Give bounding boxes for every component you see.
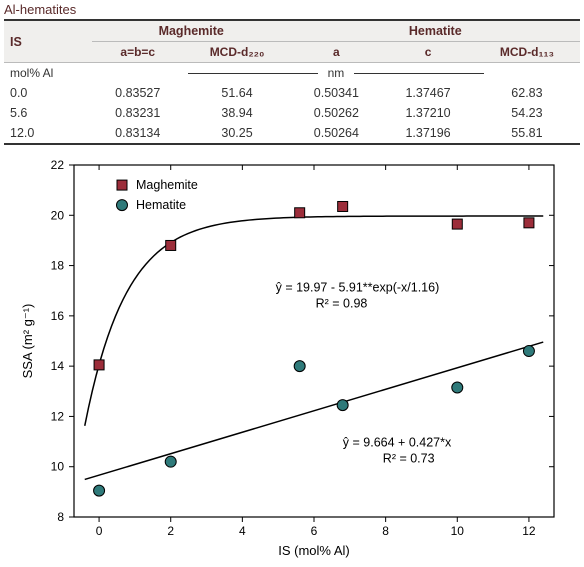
svg-text:ŷ = 19.97 - 5.91**exp(-x/1.16): ŷ = 19.97 - 5.91**exp(-x/1.16) [276, 281, 440, 295]
svg-text:2: 2 [167, 524, 174, 538]
table-body: mol% Al nm 0.00.8352751.640.503411.37467… [4, 63, 580, 145]
svg-text:18: 18 [51, 259, 65, 273]
col-group-hematite: Hematite [291, 20, 580, 42]
col-is: IS [4, 20, 92, 63]
col-h-mcd: MCD-d₁₁₃ [474, 42, 580, 63]
svg-text:SSA (m² g⁻¹): SSA (m² g⁻¹) [20, 304, 35, 379]
col-h-c: c [382, 42, 474, 63]
svg-text:20: 20 [51, 208, 65, 222]
table-row: 5.60.8323138.940.502621.3721054.23 [4, 103, 580, 123]
ssa-chart: 0 2 4 6 8 10 12 8 10 12 14 16 18 20 22 IS (mol% Al) SSA … [10, 151, 574, 559]
svg-text:Hematite: Hematite [136, 198, 186, 212]
svg-text:IS (mol% Al): IS (mol% Al) [278, 543, 350, 558]
table-row: 12.00.8313430.250.502641.3719655.81 [4, 123, 580, 144]
svg-text:10: 10 [451, 524, 465, 538]
svg-text:8: 8 [57, 510, 64, 524]
svg-text:ŷ = 9.664 + 0.427*x: ŷ = 9.664 + 0.427*x [343, 436, 452, 450]
svg-text:6: 6 [311, 524, 318, 538]
svg-text:0: 0 [96, 524, 103, 538]
table-row: 0.00.8352751.640.503411.3746762.83 [4, 83, 580, 103]
unit-left: mol% Al [4, 63, 92, 84]
svg-text:12: 12 [51, 409, 65, 423]
unit-center: nm [92, 63, 580, 84]
svg-text:10: 10 [51, 460, 65, 474]
svg-text:4: 4 [239, 524, 246, 538]
svg-text:Maghemite: Maghemite [136, 178, 198, 192]
svg-text:22: 22 [51, 158, 65, 172]
svg-text:12: 12 [522, 524, 536, 538]
col-h-a: a [291, 42, 383, 63]
col-m-mcd: MCD-d₂₂₀ [184, 42, 291, 63]
svg-text:14: 14 [51, 359, 65, 373]
col-m-a: a=b=c [92, 42, 184, 63]
col-group-maghemite: Maghemite [92, 20, 291, 42]
data-table: IS Maghemite Hematite a=b=c MCD-d₂₂₀ a c… [4, 19, 580, 145]
svg-text:R² = 0.98: R² = 0.98 [316, 297, 368, 311]
chart-container: 0 2 4 6 8 10 12 8 10 12 14 16 18 20 22 IS (mol% Al) SSA … [0, 145, 584, 563]
svg-text:16: 16 [51, 309, 65, 323]
svg-text:8: 8 [382, 524, 389, 538]
page-title: Al-hematites [0, 0, 584, 19]
svg-text:R² = 0.73: R² = 0.73 [383, 452, 435, 466]
